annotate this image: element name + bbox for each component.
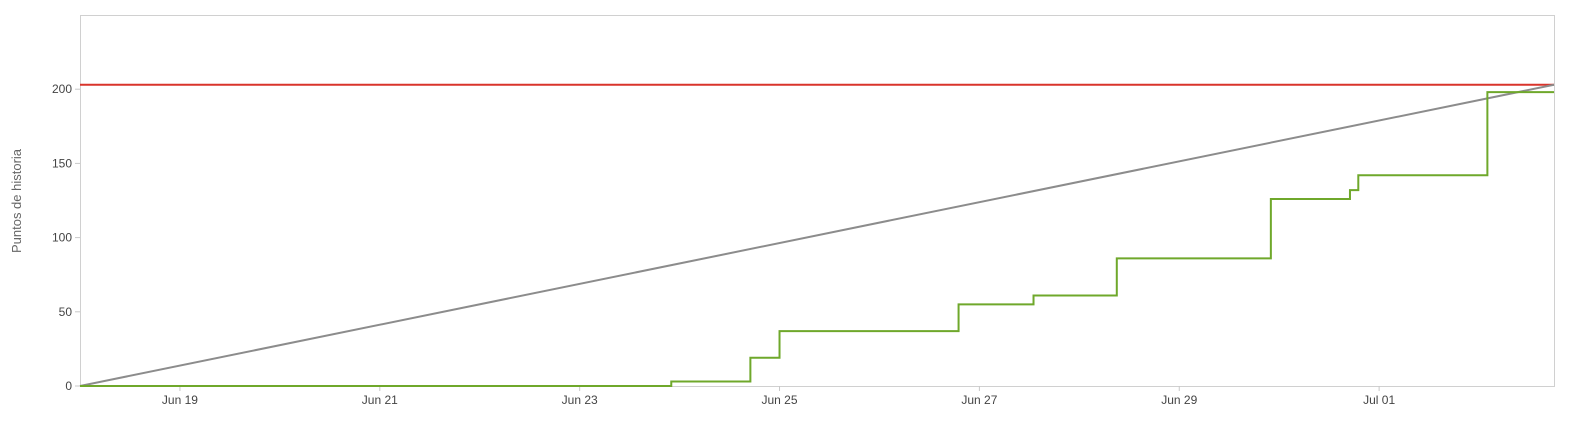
y-tick-label: 0 (65, 379, 72, 393)
completed-line (80, 91, 1554, 387)
x-tick-label: Jun 23 (562, 393, 598, 407)
y-axis-title: Puntos de historia (9, 148, 24, 253)
x-axis: Jun 19 Jun 21 Jun 23 Jun 25 Jun 27 Jun 29 Jul … (162, 386, 1395, 407)
y-tick-label: 150 (52, 156, 72, 170)
y-tick-label: 200 (52, 82, 72, 96)
ideal-line (79, 83, 1555, 387)
x-tick-label: Jun 19 (162, 393, 198, 407)
x-tick-label: Jun 25 (762, 393, 798, 407)
x-tick-label: Jun 27 (961, 393, 997, 407)
x-tick-label: Jul 01 (1363, 393, 1395, 407)
series-layer (79, 83, 1555, 387)
x-tick-label: Jun 21 (362, 393, 398, 407)
y-tick-label: 100 (52, 231, 72, 245)
x-tick-label: Jun 29 (1161, 393, 1197, 407)
plot-frame (80, 15, 1555, 387)
y-tick-label: 50 (59, 305, 73, 319)
y-axis: 0 50 100 150 200 (52, 82, 80, 393)
